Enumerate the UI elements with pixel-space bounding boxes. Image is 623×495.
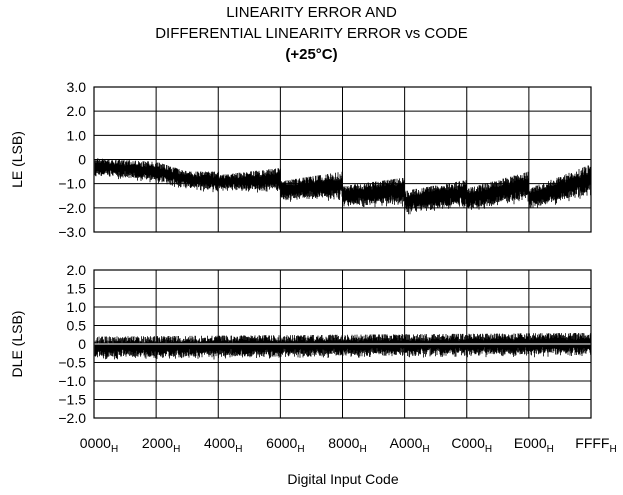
dle-y-tick-label: −1.5 <box>58 392 86 408</box>
dle-plot-frame <box>93 269 592 419</box>
le-y-tick-label: 2.0 <box>67 103 87 119</box>
dle-panel: 2.0 1.5 1.0 0.5 0 −0.5 −1.0 −1.5 −2.0 DLE (LSB) <box>9 262 592 426</box>
x-tick-label: FFFFH <box>575 435 616 455</box>
le-plot-frame <box>93 86 592 233</box>
x-tick-label: A000H <box>390 435 430 455</box>
le-y-tick-label: −3.0 <box>58 224 86 240</box>
dle-y-tick-label: −0.5 <box>58 355 86 371</box>
dle-y-tick-label: 0.5 <box>67 318 87 334</box>
x-tick-label: C000H <box>451 435 492 455</box>
x-tick-label: 6000H <box>266 435 304 455</box>
dle-y-tick-label: −1.0 <box>58 373 86 389</box>
x-tick-label: 8000H <box>328 435 366 455</box>
x-tick-label: 2000H <box>142 435 180 455</box>
dle-y-tick-label: −2.0 <box>58 410 86 426</box>
dle-y-tick-label: 2.0 <box>67 262 87 278</box>
le-y-tick-label: 0 <box>78 152 86 168</box>
le-y-tick-label: 3.0 <box>67 79 87 95</box>
chart-title-line-1: LINEARITY ERROR AND <box>226 4 397 21</box>
dle-error-trace <box>94 333 591 360</box>
x-tick-label: 4000H <box>204 435 242 455</box>
dle-y-tick-label: 1.0 <box>67 299 87 315</box>
x-tick-label: 0000H <box>80 435 118 455</box>
le-y-axis-label: LE (LSB) <box>9 131 25 188</box>
chart-title-line-2: DIFFERENTIAL LINEARITY ERROR vs CODE <box>155 25 468 42</box>
x-tick-label: E000H <box>514 435 554 455</box>
le-y-tick-label: −2.0 <box>58 200 86 216</box>
dle-y-tick-label: 0 <box>78 336 86 352</box>
le-panel: 3.0 2.0 1.0 0 −1.0 −2.0 −3.0 LE (LSB) <box>9 79 592 240</box>
le-y-tick-label: 1.0 <box>67 127 87 143</box>
dle-y-tick-label: 1.5 <box>67 281 87 297</box>
chart-title-line-3: (+25°C) <box>285 46 338 63</box>
le-error-trace <box>94 158 591 215</box>
x-axis-label: Digital Input Code <box>287 471 399 487</box>
dle-y-axis-label: DLE (LSB) <box>9 311 25 378</box>
le-y-tick-label: −1.0 <box>58 176 86 192</box>
x-axis-tick-labels: 0000H 2000H 4000H 6000H 8000H A000H C000H E000H… <box>80 435 617 455</box>
